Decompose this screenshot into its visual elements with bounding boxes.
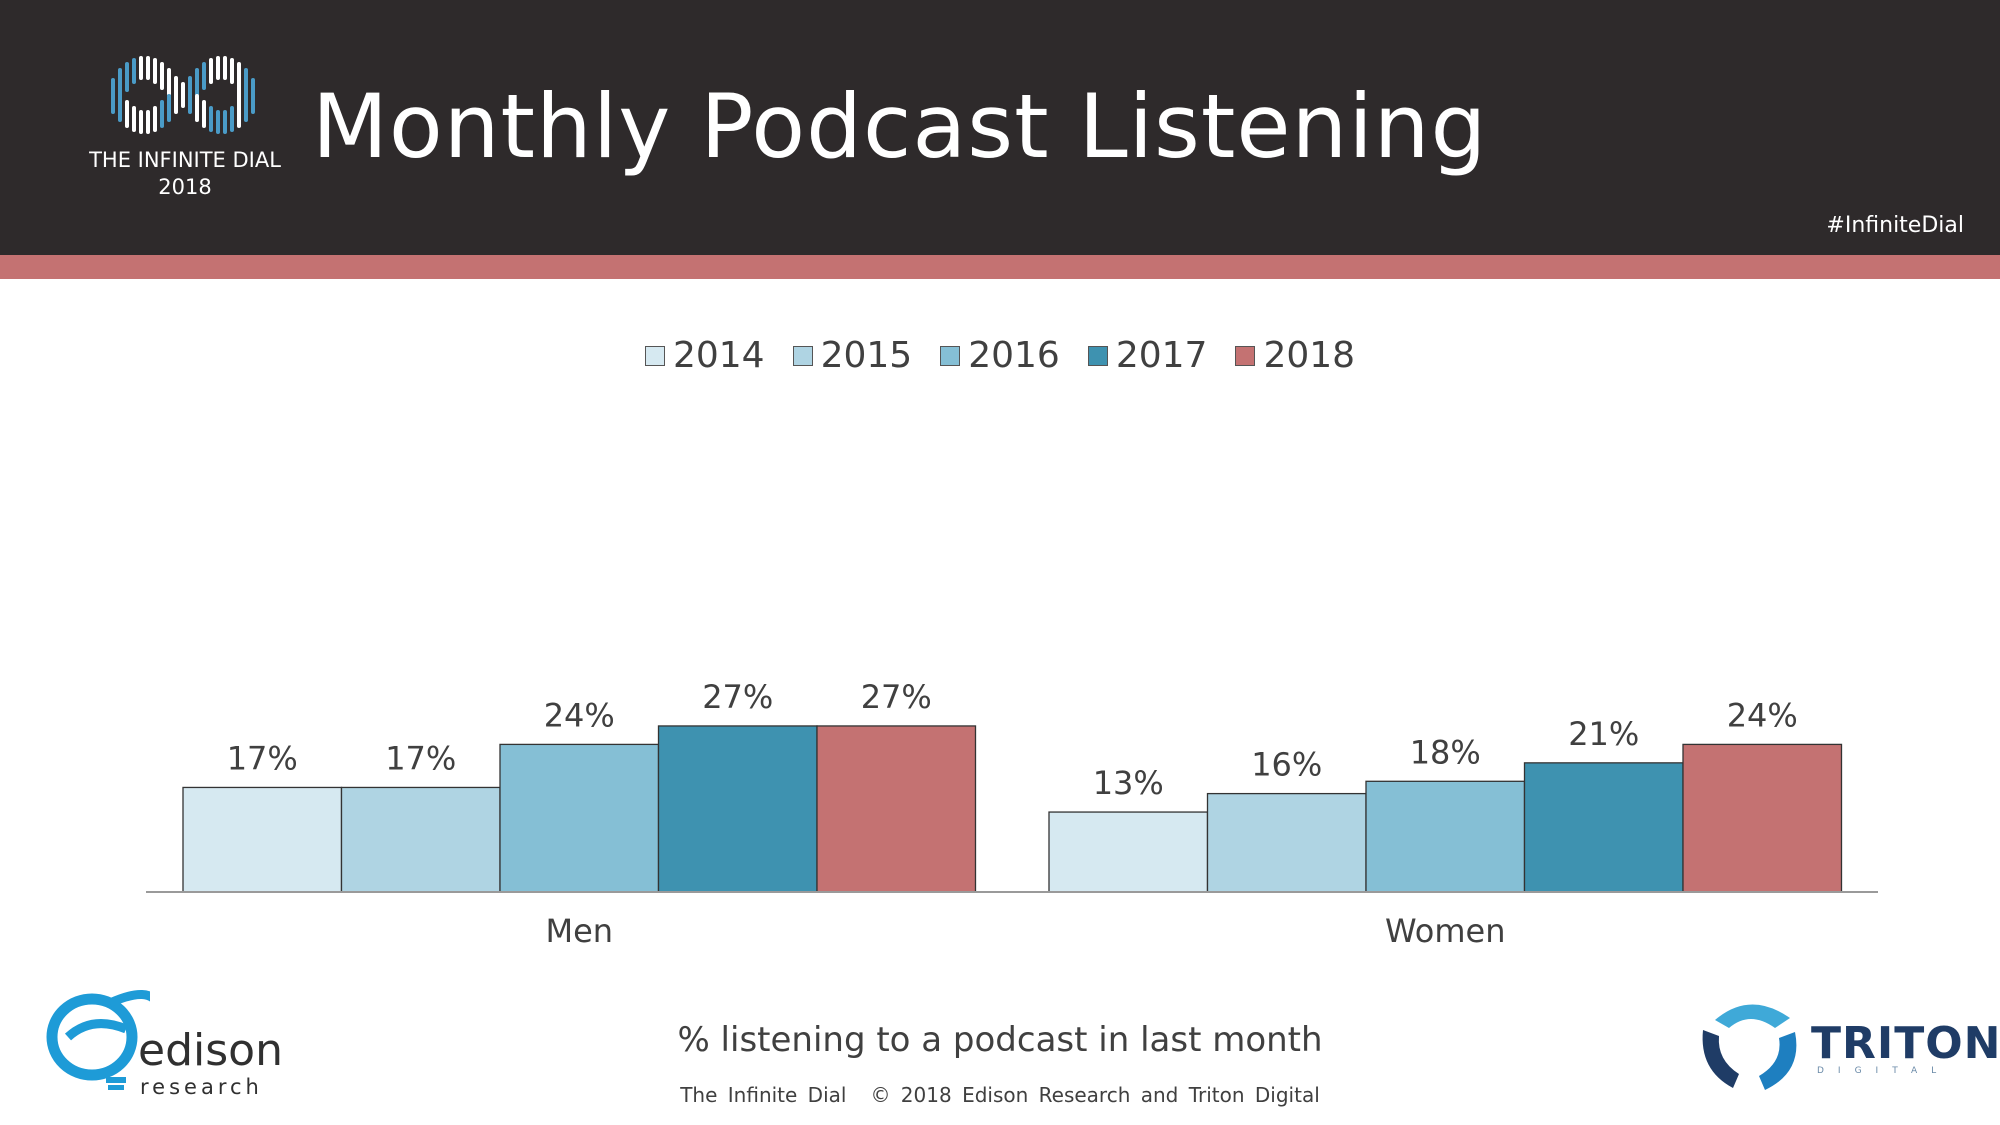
legend-swatch-2017 [1087,345,1108,366]
data-label-men-2016: 24% [544,696,615,734]
edison-wordmark: edison [138,1025,283,1076]
legend-item-2017: 2017 [1087,335,1208,376]
category-label-women: Women [1385,912,1505,950]
bar-women-2015 [1206,792,1367,893]
page-title: Monthly Podcast Listening [312,75,1488,178]
data-label-women-2016: 18% [1410,733,1481,771]
data-label-men-2015: 17% [385,739,456,777]
legend-label-2018: 2018 [1263,335,1356,376]
bar-women-2016 [1365,780,1526,893]
bar-women-2017 [1523,762,1684,893]
legend-label-2015: 2015 [820,335,913,376]
data-label-women-2017: 21% [1568,715,1639,753]
data-label-women-2014: 13% [1093,764,1164,802]
logo-text-line1: THE INFINITE DIAL [89,148,281,172]
data-label-women-2015: 16% [1251,746,1322,784]
data-label-women-2018: 24% [1727,696,1798,734]
bar-women-2018 [1682,743,1843,893]
data-label-men-2018: 27% [861,678,932,716]
legend-swatch-2015 [792,345,813,366]
infinite-dial-logo: THE INFINITE DIAL 2018 [70,50,300,210]
legend-label-2016: 2016 [968,335,1060,376]
logo-text-line2: 2018 [158,175,212,199]
data-label-men-2014: 17% [227,739,298,777]
legend-swatch-2014 [644,345,665,366]
triton-subtitle: DIGITAL [1817,1066,1951,1076]
legend-item-2014: 2014 [644,335,765,376]
category-label-men: Men [545,912,613,950]
bar-men-2016 [499,743,660,893]
bar-men-2017 [657,725,818,893]
hashtag: #InfiniteDial [1826,213,1964,238]
chart-caption: % listening to a podcast in last month [677,1020,1323,1060]
edison-subtitle: research [140,1075,263,1099]
bar-women-2014 [1048,811,1209,893]
legend-label-2017: 2017 [1115,335,1208,376]
edison-research-logo: edison research [40,985,300,1099]
credit-left: The Infinite Dial [680,1083,847,1107]
triton-digital-logo: TRITON DIGITAL [1695,990,2000,1100]
legend-item-2016: 2016 [940,335,1060,376]
legend-swatch-2018 [1235,345,1256,366]
accent-bar [0,255,2000,279]
triton-emblem-icon [1702,1004,1797,1090]
legend-swatch-2016 [940,345,961,366]
bar-men-2018 [816,725,977,893]
bar-men-2015 [340,786,501,893]
legend-label-2014: 2014 [672,335,765,376]
infinity-logo-icon [111,56,255,134]
legend-item-2015: 2015 [792,335,913,376]
data-label-men-2017: 27% [702,678,773,716]
credit-right: © 2018 Edison Research and Triton Digita… [870,1083,1320,1107]
copyright-line: The Infinite Dial © 2018 Edison Research … [0,1083,2000,1107]
edison-bulb-icon [46,990,163,1090]
bar-men-2014 [182,786,343,893]
header-banner [0,0,2000,255]
chart-legend: 2014 2015 2016 2017 2018 [0,335,2000,376]
legend-item-2018: 2018 [1235,335,1355,376]
triton-wordmark: TRITON [1811,1018,2000,1069]
